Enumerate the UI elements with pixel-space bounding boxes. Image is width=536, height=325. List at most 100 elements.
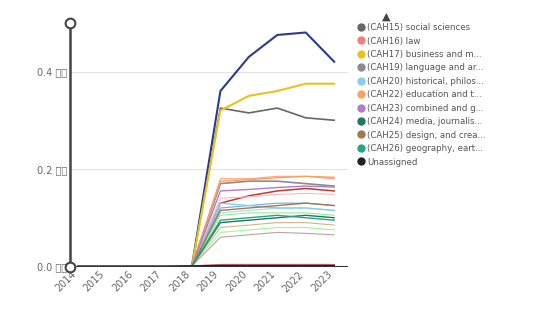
(CAH19) language and ar... [331, 184, 337, 188]
(CAH20) historical, philos... [75, 265, 81, 268]
Unassigned [274, 264, 280, 267]
(CAH19) language and ar... [75, 265, 81, 268]
Unassigned [160, 265, 167, 268]
(CAH15) social sciences [217, 106, 224, 110]
(CAH24) media, journalis... [160, 265, 167, 268]
(CAH20) historical, philos... [189, 264, 195, 268]
(CAH20) historical, philos... [132, 265, 138, 268]
(CAH23) combined and g... [245, 188, 252, 191]
Unassigned [75, 265, 81, 268]
Line: (CAH23) combined and g...: (CAH23) combined and g... [78, 186, 334, 266]
(CAH26) geography, eart... [75, 265, 81, 268]
(CAH24) media, journalis... [331, 216, 337, 220]
(CAH22) education and t... [245, 178, 252, 182]
(CAH23) combined and g... [103, 265, 110, 268]
(CAH26) geography, eart... [103, 265, 110, 268]
(CAH23) combined and g... [132, 265, 138, 268]
(CAH17) business and m... [245, 94, 252, 98]
(CAH19) language and ar... [274, 179, 280, 183]
(CAH26) geography, eart... [274, 213, 280, 217]
(CAH22) education and t... [75, 265, 81, 268]
(CAH16) law [132, 265, 138, 268]
(CAH25) design, and crea... [331, 203, 337, 208]
(CAH25) design, and crea... [189, 264, 195, 268]
(CAH15) social sciences [160, 265, 167, 268]
(CAH25) design, and crea... [302, 201, 309, 205]
(CAH16) law [75, 265, 81, 268]
Line: (CAH26) geography, eart...: (CAH26) geography, eart... [78, 215, 334, 266]
(CAH25) design, and crea... [274, 203, 280, 208]
(CAH24) media, journalis... [75, 265, 81, 268]
(CAH23) combined and g... [160, 265, 167, 268]
(CAH25) design, and crea... [160, 265, 167, 268]
Legend: (CAH15) social sciences, (CAH16) law, (CAH17) business and m..., (CAH19) languag: (CAH15) social sciences, (CAH16) law, (C… [358, 22, 486, 168]
(CAH16) law [274, 263, 280, 266]
(CAH25) design, and crea... [217, 209, 224, 213]
(CAH17) business and m... [75, 265, 81, 268]
(CAH24) media, journalis... [274, 216, 280, 220]
(CAH16) law [160, 265, 167, 268]
(CAH15) social sciences [245, 111, 252, 115]
Line: (CAH22) education and t...: (CAH22) education and t... [78, 176, 334, 266]
Unassigned [217, 264, 224, 267]
Unassigned [189, 264, 195, 268]
(CAH20) historical, philos... [245, 203, 252, 208]
(CAH24) media, journalis... [132, 265, 138, 268]
(CAH16) law [331, 263, 337, 266]
(CAH15) social sciences [331, 118, 337, 122]
(CAH15) social sciences [103, 265, 110, 268]
(CAH19) language and ar... [245, 179, 252, 183]
(CAH24) media, journalis... [103, 265, 110, 268]
(CAH26) geography, eart... [132, 265, 138, 268]
(CAH17) business and m... [217, 109, 224, 112]
(CAH26) geography, eart... [302, 216, 309, 220]
(CAH24) media, journalis... [189, 264, 195, 268]
(CAH15) social sciences [302, 116, 309, 120]
(CAH19) language and ar... [160, 265, 167, 268]
(CAH17) business and m... [331, 82, 337, 85]
Text: ▲: ▲ [382, 11, 390, 21]
(CAH23) combined and g... [75, 265, 81, 268]
(CAH20) historical, philos... [302, 206, 309, 210]
(CAH24) media, journalis... [245, 218, 252, 222]
(CAH22) education and t... [103, 265, 110, 268]
Unassigned [302, 264, 309, 267]
(CAH23) combined and g... [274, 186, 280, 189]
(CAH19) language and ar... [189, 264, 195, 268]
(CAH15) social sciences [75, 265, 81, 268]
(CAH20) historical, philos... [217, 201, 224, 205]
(CAH26) geography, eart... [331, 218, 337, 222]
(CAH23) combined and g... [302, 184, 309, 188]
(CAH22) education and t... [160, 265, 167, 268]
(CAH22) education and t... [302, 174, 309, 178]
(CAH22) education and t... [331, 176, 337, 179]
(CAH16) law [189, 264, 195, 268]
(CAH16) law [217, 263, 224, 266]
(CAH20) historical, philos... [331, 209, 337, 213]
Line: (CAH19) language and ar...: (CAH19) language and ar... [78, 181, 334, 266]
(CAH15) social sciences [274, 106, 280, 110]
(CAH22) education and t... [274, 176, 280, 180]
(CAH17) business and m... [103, 265, 110, 268]
(CAH23) combined and g... [331, 185, 337, 189]
Line: (CAH25) design, and crea...: (CAH25) design, and crea... [78, 203, 334, 266]
(CAH20) historical, philos... [160, 265, 167, 268]
Line: (CAH20) historical, philos...: (CAH20) historical, philos... [78, 203, 334, 266]
(CAH25) design, and crea... [75, 265, 81, 268]
(CAH20) historical, philos... [274, 206, 280, 210]
(CAH19) language and ar... [217, 182, 224, 186]
(CAH22) education and t... [132, 265, 138, 268]
(CAH16) law [245, 263, 252, 266]
(CAH23) combined and g... [189, 264, 195, 268]
(CAH22) education and t... [189, 264, 195, 268]
(CAH19) language and ar... [302, 182, 309, 186]
(CAH17) business and m... [160, 265, 167, 268]
(CAH20) historical, philos... [103, 265, 110, 268]
(CAH26) geography, eart... [217, 218, 224, 222]
(CAH15) social sciences [132, 265, 138, 268]
(CAH22) education and t... [217, 179, 224, 183]
(CAH26) geography, eart... [245, 216, 252, 220]
(CAH26) geography, eart... [189, 264, 195, 268]
(CAH16) law [103, 265, 110, 268]
Line: (CAH17) business and m...: (CAH17) business and m... [78, 84, 334, 266]
